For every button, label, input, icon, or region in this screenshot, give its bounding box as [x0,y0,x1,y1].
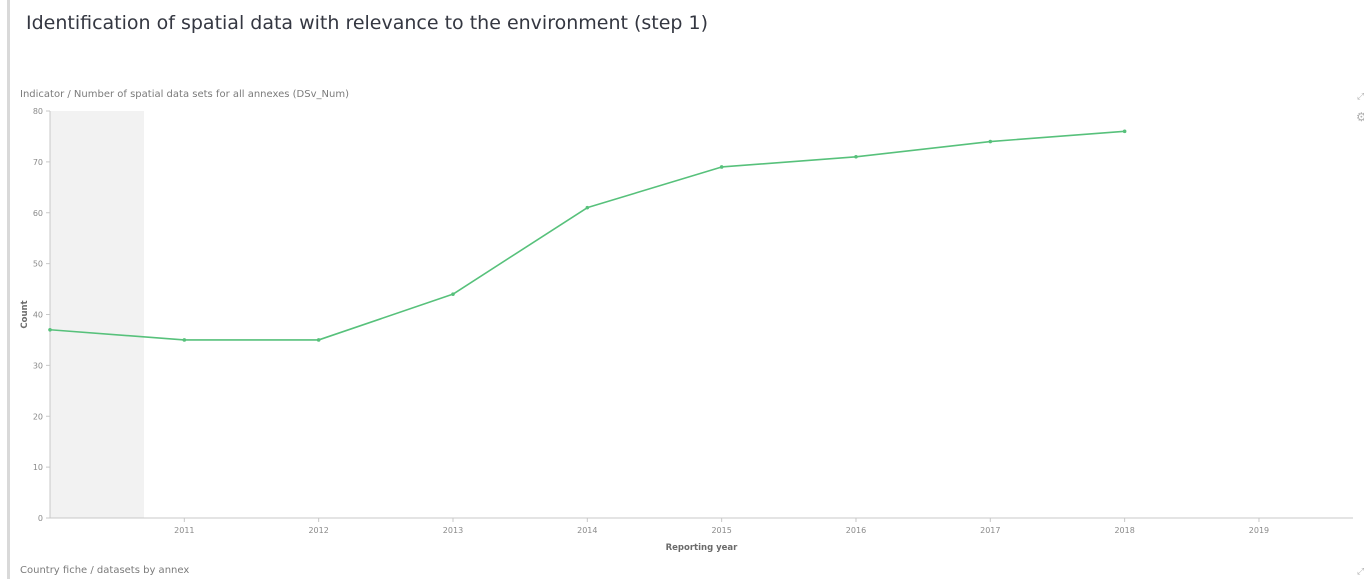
x-tick-label: 2016 [846,526,866,535]
y-tick-label: 20 [33,412,43,421]
data-point [719,165,724,169]
data-point [48,327,52,332]
options-icon[interactable]: ⚙ [1356,110,1364,124]
data-point [182,338,187,342]
x-tick-label: 2014 [577,526,597,535]
data-point [854,154,858,159]
expand-icon[interactable]: ⤢ [1357,92,1364,102]
x-axis-title: Reporting year [666,543,739,553]
y-tick-label: 70 [33,158,43,167]
y-tick-label: 80 [33,107,43,116]
y-tick-label: 50 [33,260,43,269]
data-point [316,338,321,342]
country-fiche-panel-title: Country fiche / datasets by annex [20,565,190,576]
x-tick-label: 2011 [174,526,194,535]
y-tick-label: 30 [33,361,43,370]
line-chart: 0 10 20 30 40 50 60 70 80 2011 2012 2013 2014 2015 201… [20,107,1353,553]
shaded-band [50,111,145,518]
x-tick-label: 2019 [1249,526,1269,535]
x-tick-label: 2017 [980,526,1000,535]
y-tick-label: 60 [33,209,43,218]
expand-icon-bottom[interactable]: ⤢ [1357,567,1364,577]
data-point [1122,129,1127,134]
left-border [7,0,10,579]
x-tick-label: 2012 [308,526,328,535]
y-tick-label: 40 [33,311,43,320]
data-point [451,292,455,296]
y-axis-title: Count [20,300,30,328]
series-line [49,130,1125,341]
page-title: Identification of spatial data with rele… [26,12,709,34]
x-tick-label: 2013 [443,526,463,535]
data-point [988,139,993,144]
data-point [585,205,590,210]
indicator-panel-title: Indicator / Number of spatial data sets … [20,89,349,100]
y-tick-label: 0 [38,514,43,523]
x-tick-label: 2015 [711,526,731,535]
x-tick-label: 2018 [1114,526,1134,535]
y-tick-label: 10 [33,463,43,472]
